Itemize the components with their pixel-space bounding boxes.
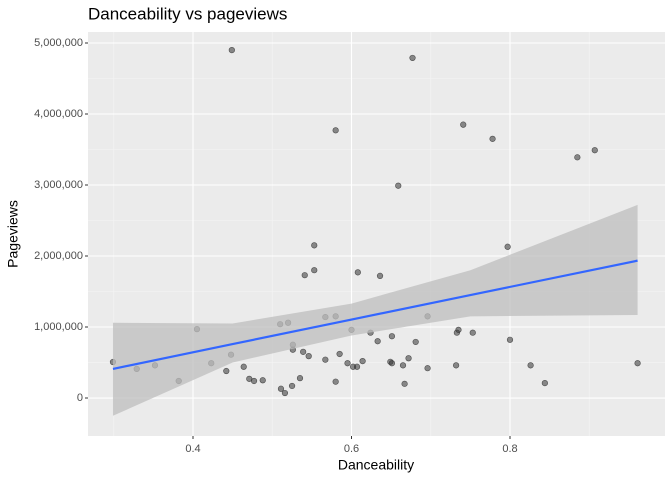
point bbox=[455, 326, 462, 333]
y-tick-label: 3,000,000 bbox=[34, 179, 83, 191]
y-tick-label: 0 bbox=[77, 392, 83, 404]
point bbox=[240, 363, 247, 370]
y-tick-label: 5,000,000 bbox=[34, 37, 83, 49]
point bbox=[424, 365, 431, 372]
point bbox=[288, 382, 296, 390]
y-tick-label: 1,000,000 bbox=[34, 321, 83, 333]
confidence-band bbox=[112, 204, 638, 416]
point bbox=[354, 269, 361, 276]
point bbox=[395, 182, 402, 189]
point bbox=[634, 360, 641, 367]
point bbox=[359, 357, 366, 365]
y-tick-label: 4,000,000 bbox=[34, 108, 83, 120]
x-axis-label: Danceability bbox=[338, 457, 414, 473]
point bbox=[574, 154, 581, 161]
point bbox=[305, 353, 312, 360]
point bbox=[277, 385, 285, 392]
point bbox=[469, 329, 476, 336]
point bbox=[591, 147, 598, 154]
point bbox=[311, 242, 318, 249]
point bbox=[405, 355, 412, 362]
point bbox=[374, 338, 381, 345]
y-tick-label: 2,000,000 bbox=[34, 250, 83, 262]
point bbox=[301, 272, 308, 279]
point bbox=[296, 375, 304, 382]
point bbox=[504, 243, 511, 250]
point bbox=[228, 47, 235, 54]
point bbox=[541, 380, 548, 387]
x-tick-label: 0.6 bbox=[344, 443, 359, 455]
point bbox=[506, 336, 514, 343]
point bbox=[527, 362, 534, 369]
point bbox=[259, 377, 266, 384]
point bbox=[250, 377, 258, 385]
point bbox=[412, 338, 419, 346]
y-axis-label: Pageviews bbox=[5, 200, 21, 268]
point bbox=[460, 121, 467, 128]
point bbox=[388, 333, 396, 340]
point bbox=[353, 363, 361, 370]
point bbox=[336, 350, 343, 358]
point bbox=[223, 367, 230, 375]
point bbox=[489, 135, 496, 142]
chart-title: Danceability vs pageviews bbox=[88, 4, 287, 23]
x-tick-label: 0.4 bbox=[185, 443, 200, 455]
point bbox=[453, 362, 460, 369]
point bbox=[332, 127, 339, 134]
point bbox=[376, 272, 384, 279]
x-tick-label: 0.8 bbox=[502, 443, 517, 455]
point bbox=[332, 378, 339, 385]
point bbox=[399, 362, 407, 369]
point bbox=[409, 54, 416, 62]
point bbox=[344, 360, 351, 367]
point bbox=[401, 380, 408, 387]
point bbox=[281, 389, 289, 397]
point bbox=[311, 267, 318, 274]
point bbox=[388, 360, 396, 367]
fit-line bbox=[112, 259, 638, 370]
point bbox=[322, 356, 329, 363]
point bbox=[300, 348, 307, 355]
